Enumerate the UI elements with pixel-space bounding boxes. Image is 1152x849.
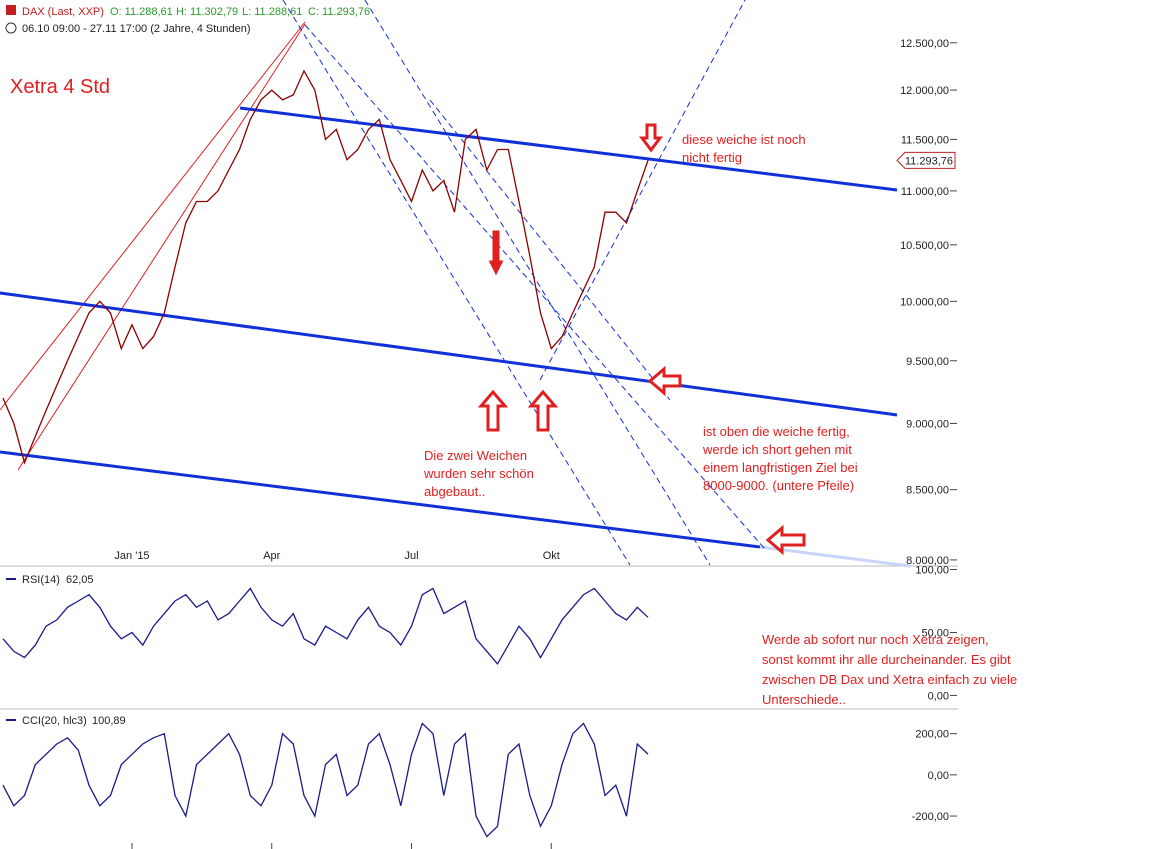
dashed-line	[539, 0, 746, 381]
annotation: Die zwei Weichen wurden sehr schön abgeb…	[423, 448, 537, 499]
dashed-line	[429, 99, 671, 401]
high: H: 11.302,79	[176, 6, 238, 18]
x-tick-label: Apr	[263, 550, 280, 562]
annotation-line: ist oben die weiche fertig,	[703, 424, 850, 439]
y-tick-label: 8.500,00	[906, 485, 949, 497]
close: C: 11.293,76	[308, 6, 370, 18]
x-tick-label: Jan '15	[114, 550, 149, 562]
annotation: diese weiche ist noch nicht fertig	[682, 132, 809, 165]
y-tick-label: 50,00	[921, 627, 949, 639]
current-price-box	[896, 151, 956, 169]
current-value: 62,05	[66, 574, 94, 586]
y-tick-label: 200,00	[915, 729, 949, 741]
annotation-line: Werde ab sofort nur noch Xetra zeigen,	[762, 632, 989, 647]
current-price-label: 11.293,76	[905, 155, 953, 167]
y-tick-label: 9.000,00	[906, 418, 949, 430]
clock-icon	[5, 22, 17, 34]
arrow-left	[765, 524, 806, 556]
y-tick-label: 9.500,00	[906, 356, 949, 368]
annotation-line: 8000-9000. (untere Pfeile)	[703, 478, 854, 493]
series-line	[2, 722, 649, 838]
y-tick-label: 100,00	[915, 565, 949, 577]
date-range: 06.10 09:00 - 27.11 17:00 (2 Jahre, 4 St…	[22, 23, 251, 35]
x-tick-label: Jul	[404, 550, 418, 562]
y-tick-label: 10.000,00	[900, 296, 949, 308]
symbol-icon	[6, 5, 16, 15]
x-tick-label: Okt	[543, 550, 560, 562]
current-value: 100,89	[92, 715, 126, 727]
annotation-line: werde ich short gehen mit	[702, 442, 852, 457]
annotation-line: sonst kommt ihr alle durcheinander. Es g…	[762, 652, 1011, 667]
arrow-up	[527, 389, 559, 432]
annotation: Werde ab sofort nur noch Xetra zeigen, s…	[762, 632, 1021, 707]
y-tick-label: 0,00	[928, 690, 949, 702]
y-tick-label: 11.500,00	[901, 134, 949, 146]
dashed-line	[282, 0, 631, 566]
chart-title: Xetra 4 Std	[10, 76, 110, 98]
arrow-up	[477, 389, 509, 432]
annotation-line: Die zwei Weichen	[424, 448, 527, 463]
symbol: DAX (Last, XXP)	[22, 6, 104, 18]
low: L: 11.288,61	[242, 6, 302, 18]
y-tick-label: 0,00	[928, 770, 949, 782]
channel-line	[17, 23, 306, 471]
arrows	[477, 123, 806, 556]
arrow-left	[647, 365, 682, 397]
trend-lines	[0, 0, 911, 568]
series-line	[2, 69, 649, 465]
arrow-down	[488, 230, 504, 276]
y-tick-label: 12.000,00	[900, 85, 949, 97]
pane-title: CCI(20, hlc3)	[22, 715, 87, 727]
open: O: 11.288,61	[110, 6, 173, 18]
annotation-line: abgebaut..	[424, 484, 485, 499]
y-tick-label: -200,00	[912, 811, 949, 823]
trend-line	[759, 545, 911, 568]
annotation-line: diese weiche ist noch	[682, 132, 806, 147]
annotation-line: zwischen DB Dax und Xetra einfach zu vie…	[762, 672, 1017, 687]
annotation-line: wurden sehr schön	[423, 466, 534, 481]
annotation-line: nicht fertig	[682, 150, 742, 165]
annotation-line: Unterschiede..	[762, 692, 846, 707]
y-tick-label: 12.500,00	[900, 38, 949, 50]
annotation-line: einem langfristigen Ziel bei	[703, 460, 858, 475]
y-tick-label: 10.500,00	[900, 240, 949, 252]
trend-line	[239, 106, 898, 192]
y-tick-label: 8.000,00	[906, 555, 949, 567]
dashed-line	[304, 24, 766, 550]
dashed-line	[364, 0, 711, 566]
trend-line	[0, 291, 898, 417]
y-tick-label: 11.000,00	[901, 186, 949, 198]
pane-title: RSI(14)	[22, 574, 60, 586]
channel-line	[0, 21, 306, 411]
annotation: ist oben die weiche fertig, werde ich sh…	[702, 424, 861, 493]
arrow-down	[639, 123, 663, 153]
series-line	[2, 587, 649, 666]
trend-line	[0, 450, 761, 549]
